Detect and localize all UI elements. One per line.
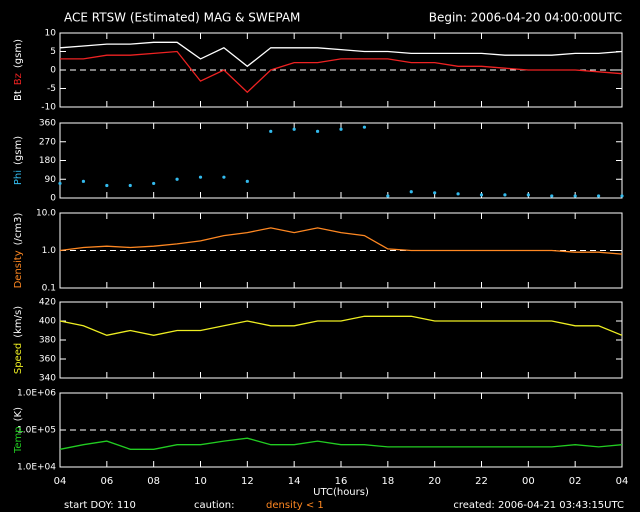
chart-title: ACE RTSW (Estimated) MAG & SWEPAM: [64, 11, 300, 25]
y-tick-label: 1.0: [42, 246, 57, 256]
data-point: [81, 179, 86, 183]
created-time: created: 2006-04-21 03:43:15UTC: [453, 500, 624, 511]
y-axis-label: Phi (gsm): [13, 136, 24, 185]
x-tick-label: 22: [475, 476, 488, 487]
data-point: [198, 175, 203, 179]
x-tick-label: 04: [616, 476, 629, 487]
series-line: [59, 315, 623, 336]
y-label-part: (km/s): [13, 306, 24, 338]
data-point: [58, 181, 62, 186]
x-tick-label: 06: [100, 476, 113, 487]
series-line: [59, 41, 623, 68]
x-tick-label: 04: [54, 476, 67, 487]
y-axis-label: Density (/cm3): [13, 213, 24, 289]
y-tick-label: 5: [50, 47, 56, 57]
y-tick-label: 420: [39, 298, 56, 308]
series-line: [59, 437, 623, 450]
data-point: [620, 194, 624, 198]
y-label-part: Temp: [13, 426, 24, 454]
x-tick-label: 02: [569, 476, 582, 487]
y-tick-label: 10: [45, 29, 57, 39]
begin-time: Begin: 2006-04-20 04:00:00UTC: [429, 11, 622, 25]
data-point: [409, 190, 413, 194]
caution: caution:: [194, 500, 235, 511]
data-point: [245, 179, 249, 183]
y-label-part: Bt: [13, 90, 24, 101]
data-point: [433, 191, 437, 195]
data-point: [128, 183, 132, 188]
data-point: [269, 129, 273, 133]
y-tick-label: 180: [39, 156, 56, 166]
y-tick-label: 1.0E+04: [17, 463, 56, 473]
y-axis-label: Speed (km/s): [13, 306, 24, 374]
series-line: [59, 227, 623, 255]
y-tick-label: 1.0E+05: [17, 426, 56, 436]
data-point: [339, 127, 343, 131]
y-tick-label: 0: [50, 194, 56, 204]
data-point: [550, 194, 554, 198]
x-axis-label: UTC(hours): [313, 487, 369, 498]
y-tick-label: 270: [39, 137, 56, 147]
density-note: density < 1: [266, 500, 324, 511]
y-axis-label: Bt Bz (gsm): [13, 39, 24, 101]
data-point: [292, 127, 296, 131]
y-tick-label: 90: [45, 175, 57, 185]
x-tick-label: 00: [522, 476, 535, 487]
y-label-part: Speed: [13, 343, 24, 374]
y-tick-label: -5: [47, 84, 56, 94]
data-point: [175, 177, 179, 181]
data-point: [222, 175, 226, 179]
y-tick-label: 10.0: [36, 209, 56, 219]
x-tick-label: 10: [194, 476, 207, 487]
y-tick-label: 1.0E+06: [17, 389, 56, 399]
y-label-part: (gsm): [13, 136, 24, 165]
data-point: [596, 194, 601, 198]
data-point: [479, 193, 484, 197]
data-point: [315, 129, 320, 133]
x-tick-label: 20: [428, 476, 441, 487]
x-tick-label: 16: [335, 476, 348, 487]
y-tick-label: 380: [39, 336, 56, 346]
y-tick-label: 0: [50, 66, 56, 76]
series-line: [60, 50, 623, 94]
data-point: [152, 181, 156, 186]
y-tick-label: -10: [41, 103, 56, 113]
y-label-part: Bz: [13, 73, 24, 85]
y-label-part: (/cm3): [13, 213, 24, 246]
data-point: [105, 183, 109, 188]
y-axis-label: Temp (K): [13, 407, 24, 454]
y-label-part: (gsm): [13, 39, 24, 68]
data-point: [456, 192, 460, 196]
y-tick-label: 360: [39, 355, 56, 365]
data-point: [503, 193, 507, 197]
x-tick-label: 18: [381, 476, 394, 487]
y-label-part: (K): [13, 407, 24, 421]
data-point: [573, 194, 577, 198]
data-point: [526, 193, 530, 197]
y-tick-label: 400: [39, 317, 56, 327]
x-tick-label: 08: [147, 476, 160, 487]
x-tick-label: 12: [241, 476, 254, 487]
data-point: [362, 125, 367, 129]
y-label-part: Phi: [13, 170, 24, 185]
data-point: [386, 194, 390, 198]
y-label-part: Density: [13, 250, 24, 288]
y-tick-label: 340: [39, 374, 56, 384]
y-tick-label: 0.1: [42, 284, 56, 294]
start-doy: start DOY: 110: [64, 500, 136, 511]
x-tick-label: 14: [288, 476, 301, 487]
y-tick-label: 360: [39, 119, 56, 129]
